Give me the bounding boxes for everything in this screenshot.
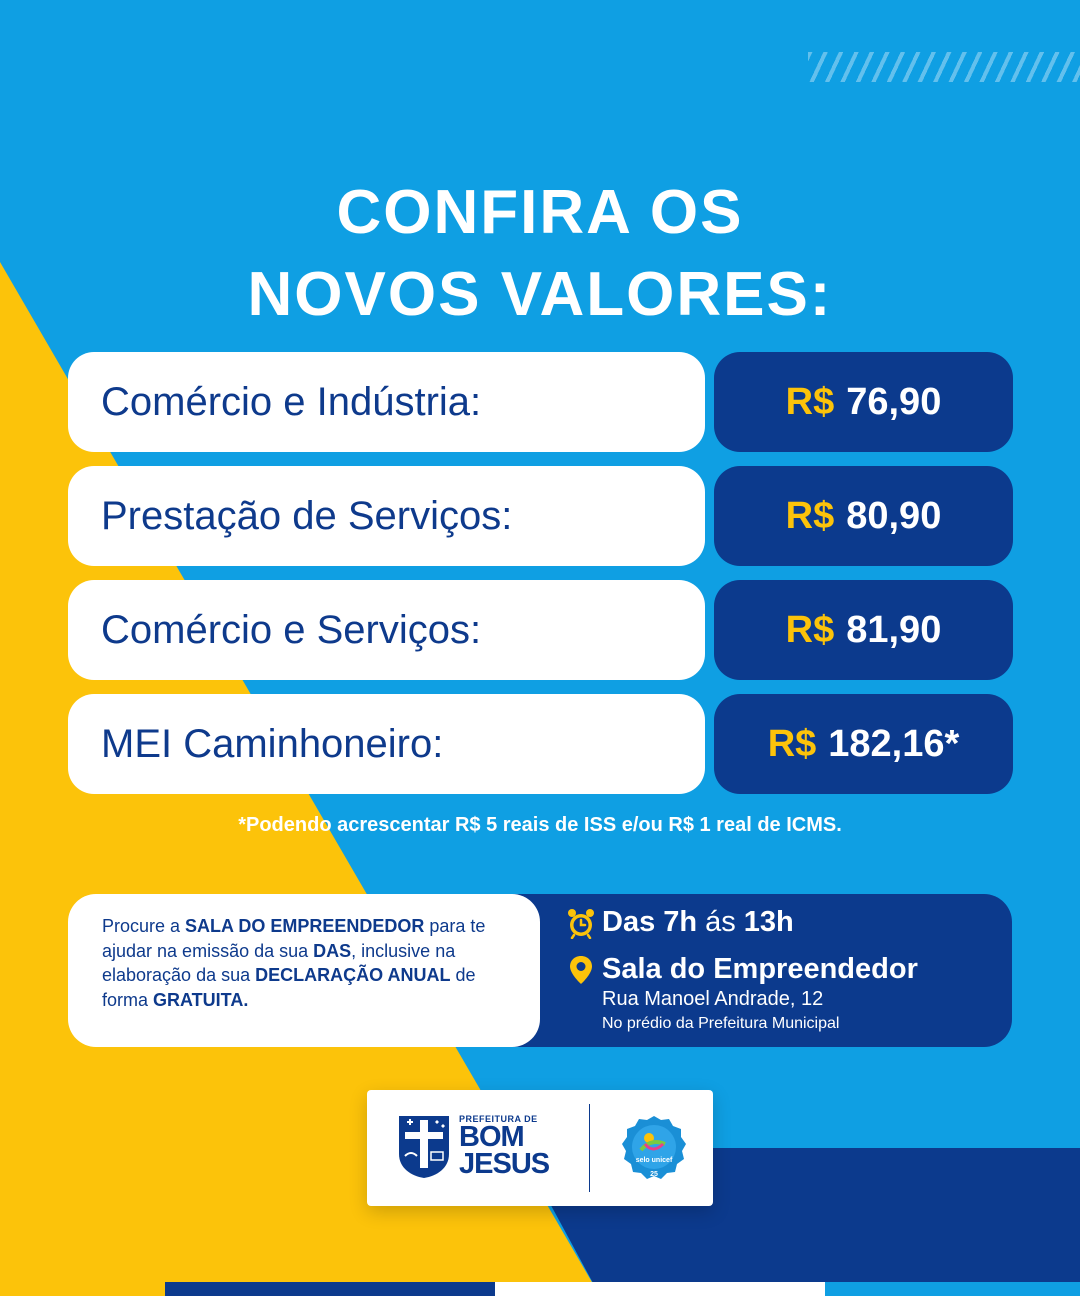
price-label: Prestação de Serviços: [68,466,705,566]
prefeitura-name-line-1: BOM [459,1121,525,1153]
price-row: Comércio e Serviços: R$ 81,90 [68,580,1013,680]
info-text: de forma [102,965,476,1010]
price-value: R$ 182,16* [714,694,1013,794]
price-label: Comércio e Indústria: [68,352,705,452]
price-row: Comércio e Indústria: R$ 76,90 [68,352,1013,452]
location-address: Rua Manoel Andrade, 12 [602,988,824,1010]
bottom-stripe [165,1282,1080,1296]
seal-text: selo unicef [636,1157,673,1164]
location-name: Sala do Empreendedor [602,953,918,985]
hours-start: Das 7h [602,906,698,938]
price-amount: 76,90 [846,380,942,423]
title-line-2: NOVOS VALORES: [247,260,833,329]
schedule: Das 7h ás 13h [566,906,794,939]
info-text: Procure a [102,916,186,936]
price-currency: R$ [785,608,835,651]
price-value: R$ 81,90 [714,580,1013,680]
unicef-seal-icon: selo unicef 25 [622,1116,686,1179]
info-text-bold: GRATUITA. [153,989,249,1010]
price-value: R$ 76,90 [714,352,1013,452]
page-title: CONFIRA OS NOVOS VALORES: [0,182,1080,326]
location-detail: No prédio da Prefeitura Municipal [602,1015,840,1032]
price-amount: 81,90 [846,608,942,651]
info-text: , inclusive na elaboração da sua [102,940,456,986]
info-text-bold: SALA DO EMPREENDEDOR [185,916,425,936]
info-text: para te ajudar na emissão da sua [102,916,486,961]
alarm-clock-icon [568,908,594,939]
svg-text:25: 25 [650,1171,658,1178]
price-amount: 182,16* [828,722,960,765]
title-line-1: CONFIRA OS [336,178,744,247]
info-text-bold: DECLARAÇÃO ANUAL [255,965,451,985]
price-currency: R$ [767,722,817,765]
location: Sala do Empreendedor [566,953,918,986]
price-value: R$ 80,90 [714,466,1013,566]
map-pin-icon [570,955,592,984]
price-currency: R$ [785,494,835,537]
price-row: MEI Caminhoneiro: R$ 182,16* [68,694,1013,794]
price-label: Comércio e Serviços: [68,580,705,680]
decorative-stripes [808,52,1080,82]
price-label: MEI Caminhoneiro: [68,694,705,794]
price-amount: 80,90 [846,494,942,537]
prefeitura-small-text: PREFEITURA DE [459,1114,538,1124]
city-crest-icon [399,1116,449,1178]
price-currency: R$ [785,380,835,423]
logo-card: PREFEITURA DE BOM JESUS selo unicef 25 [367,1090,713,1206]
hours-connector: ás [705,906,736,938]
prefeitura-name: BOM JESUS [459,1121,550,1180]
price-row: Prestação de Serviços: R$ 80,90 [68,466,1013,566]
hours-end: 13h [743,906,794,938]
footnote: *Podendo acrescentar R$ 5 reais de ISS e… [238,814,842,836]
info-panel-text: Procure a SALA DO EMPREENDEDOR para te a… [68,894,540,1047]
info-text-bold: DAS [313,940,352,961]
logo-divider [589,1104,590,1192]
prefeitura-name-line-2: JESUS [459,1148,550,1180]
